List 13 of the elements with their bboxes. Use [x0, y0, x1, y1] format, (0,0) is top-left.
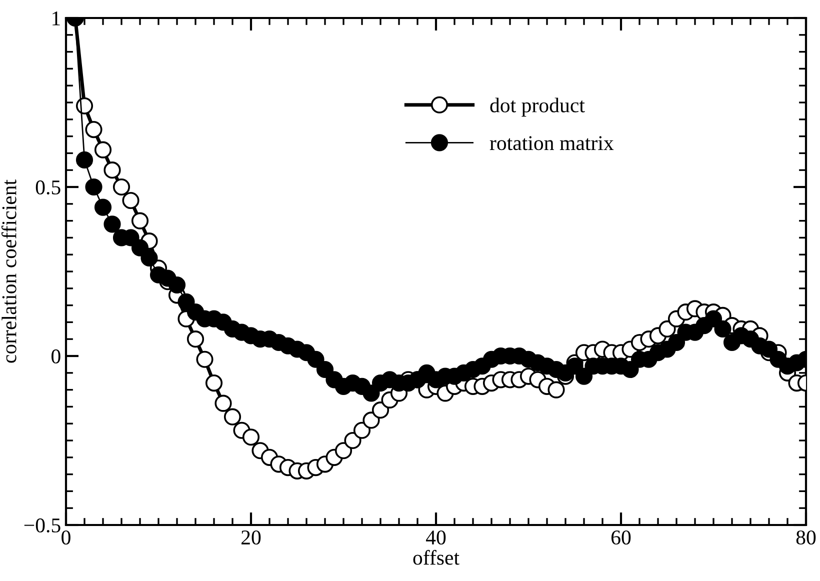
y-tick-label: 1: [52, 11, 60, 26]
legend-label: rotation matrix: [490, 136, 614, 150]
y-tick-label: 0.5: [36, 180, 60, 195]
y-tick-label: 0: [52, 349, 60, 364]
x-axis-title: offset: [413, 550, 460, 565]
x-tick-label: 60: [611, 530, 631, 545]
x-tick-label: 80: [796, 530, 816, 545]
x-tick-label: 20: [242, 530, 261, 545]
x-tick-label: 40: [426, 530, 446, 545]
y-tick-label: −0.5: [24, 518, 60, 533]
x-tick-label: 0: [62, 530, 70, 545]
legend-label: dot product: [490, 98, 585, 117]
y-axis-title: correlation coefficient: [1, 180, 16, 363]
